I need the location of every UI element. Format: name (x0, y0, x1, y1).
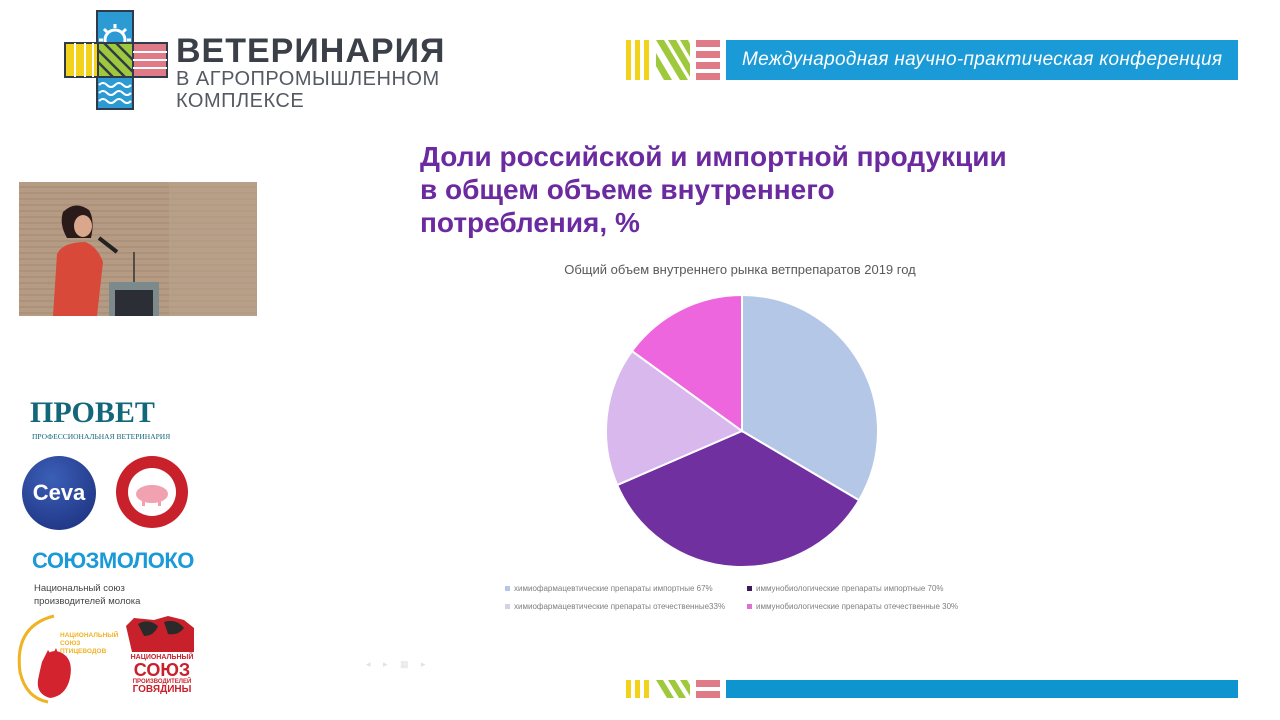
chart-legend: химиофармацевтические препараты импортны… (505, 579, 1005, 615)
provet-logo: ПРОВЕТ (30, 396, 155, 429)
legend-swatch-icon (505, 603, 510, 609)
logo-title: ВЕТЕРИНАРИЯ (176, 32, 446, 70)
legend-item-chem-import: химиофармацевтические препараты импортны… (505, 584, 747, 593)
speaker-video[interactable] (19, 182, 257, 316)
conference-logo: ВЕТЕРИНАРИЯ В АГРОПРОМЫШЛЕННОМ КОМПЛЕКСЕ (64, 10, 444, 114)
pie-slice (605, 349, 745, 487)
poultry-union-logo-icon (17, 614, 71, 704)
legend-item-immuno-domestic: иммунобиологические препараты отечествен… (747, 602, 958, 611)
stripes-decoration-icon (626, 40, 720, 80)
poultry-union-text: НАЦИОНАЛЬНЫЙ СОЮЗ ПТИЦЕВОДОВ (60, 632, 119, 655)
pie-slice (630, 293, 744, 433)
provet-tagline: ПРОФЕССИОНАЛЬНАЯ ВЕТЕРИНАРИЯ (32, 432, 171, 441)
chart-title: Общий объем внутреннего рынка ветпрепара… (564, 262, 916, 277)
pie-slice (741, 293, 879, 502)
legend-item-immuno-import: иммунобиологические препараты импортные … (747, 584, 944, 593)
veterinary-cross-logo-icon (64, 10, 168, 110)
banner-title-bar: Международная научно-практическая конфер… (726, 40, 1238, 80)
soyuzmoloko-logo: СОЮЗМОЛОКО (32, 548, 194, 573)
logo-subtitle-1: В АГРОПРОМЫШЛЕННОМ (176, 68, 440, 90)
footer-banner (626, 680, 1238, 698)
conference-banner: Международная научно-практическая конфер… (626, 40, 1238, 80)
sponsors-panel: ПРОВЕТ ПРОФЕССИОНАЛЬНАЯ ВЕТЕРИНАРИЯ Ceva… (14, 390, 214, 710)
logo-subtitle-2: КОМПЛЕКСЕ (176, 90, 305, 112)
slide-controls[interactable]: ◂ ▸ ▦ ▸ (366, 659, 431, 669)
pie-slice (615, 429, 861, 568)
soyuzmoloko-tagline: Национальный союз производителей молока (34, 583, 141, 607)
pig-union-logo-icon (116, 456, 188, 528)
slide-title: Доли российской и импортной продукции в … (420, 141, 1007, 238)
logo-text: ВЕТЕРИНАРИЯ В АГРОПРОМЫШЛЕННОМ КОМПЛЕКСЕ (176, 34, 445, 112)
legend-swatch-icon (747, 585, 752, 591)
footer-bar (726, 680, 1238, 698)
ceva-logo: Ceva (22, 456, 96, 530)
pie-chart (605, 293, 879, 568)
legend-swatch-icon (747, 603, 752, 609)
legend-item-chem-domestic: химиофармацевтические препараты отечеств… (505, 602, 747, 611)
speaker-video-frame-icon (19, 182, 257, 316)
legend-swatch-icon (505, 585, 510, 591)
banner-title: Международная научно-практическая конфер… (742, 49, 1223, 70)
beef-union-text: НАЦИОНАЛЬНЫЙ СОЮЗ ПРОИЗВОДИТЕЛЕЙ ГОВЯДИН… (130, 654, 194, 695)
beef-union-bull-icon (126, 616, 194, 652)
stripes-decoration-icon (626, 680, 720, 698)
